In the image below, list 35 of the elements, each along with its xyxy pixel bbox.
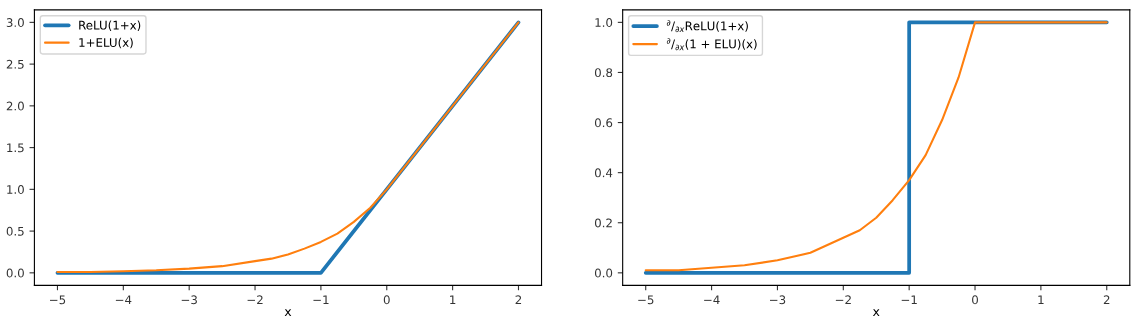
x-tick-label: −2: [247, 295, 263, 305]
y-tick-label: 0.8: [594, 68, 613, 78]
x-tick-label: −1: [901, 295, 917, 305]
x-tick-label: 2: [515, 295, 522, 305]
y-tick-label: 0.0: [594, 268, 613, 278]
y-tick-label: 2.5: [6, 59, 24, 69]
x-tick-label: −3: [769, 295, 786, 305]
y-tick-label: 0.6: [594, 118, 613, 128]
legend-label: 1+ELU(x): [79, 37, 133, 49]
y-tick-label: 2.0: [6, 101, 24, 111]
y-tick-label: 1.0: [7, 185, 24, 194]
x-tick-label: −5: [50, 295, 66, 305]
legend-label: $^{∂}$/$_{∂x}$(1 + ELU)(x): [666, 38, 757, 51]
x-tick-label: 1: [450, 295, 456, 305]
x-tick-label: 1: [1038, 295, 1044, 305]
x-axis-title: x: [284, 309, 292, 317]
x-tick-label: −1: [313, 295, 329, 305]
x-axis-title: x: [872, 309, 880, 317]
y-tick-label: 0.4: [594, 168, 613, 178]
y-tick-label: 0.2: [594, 218, 612, 228]
x-tick-label: −2: [835, 295, 851, 305]
x-tick-label: −5: [638, 295, 654, 305]
legend-label: ReLU(1+x): [79, 20, 141, 31]
y-tick-label: 3.0: [6, 18, 24, 28]
x-tick-label: −4: [115, 295, 132, 305]
y-tick-label: 0.5: [6, 226, 24, 236]
x-tick-label: 2: [1103, 295, 1110, 305]
x-tick-label: −3: [181, 295, 197, 305]
y-tick-label: 0.0: [6, 268, 24, 278]
y-tick-label: 1.0: [595, 18, 613, 28]
x-tick-label: 0: [383, 295, 390, 305]
x-tick-label: 0: [972, 295, 978, 305]
legend-label: $^{∂}$/$_{∂x}$ReLU(1+x): [666, 20, 748, 33]
x-tick-label: −4: [704, 295, 720, 305]
y-tick-label: 1.5: [7, 143, 24, 153]
